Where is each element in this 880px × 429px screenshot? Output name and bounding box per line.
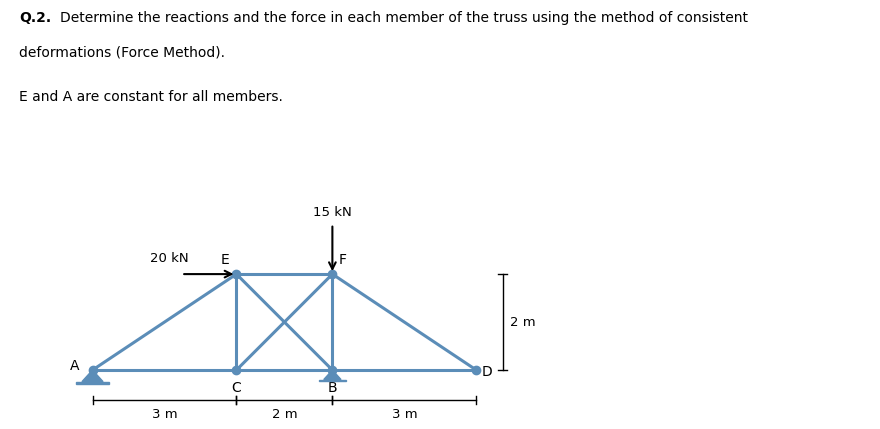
Text: A: A [70,359,79,373]
Text: B: B [327,381,337,395]
Text: D: D [482,366,493,379]
Text: 20 kN: 20 kN [150,252,188,266]
Text: deformations (Force Method).: deformations (Force Method). [19,45,225,59]
Text: 3 m: 3 m [392,408,417,421]
Polygon shape [324,370,341,380]
Polygon shape [319,380,346,381]
Text: 2 m: 2 m [510,316,536,329]
Text: F: F [338,253,346,267]
Text: 3 m: 3 m [151,408,177,421]
Polygon shape [82,370,103,382]
Text: 2 m: 2 m [272,408,297,421]
Text: Q.2.: Q.2. [19,11,52,25]
Text: E and A are constant for all members.: E and A are constant for all members. [19,90,283,104]
Text: E: E [221,253,230,267]
Polygon shape [76,382,109,384]
Text: Determine the reactions and the force in each member of the truss using the meth: Determine the reactions and the force in… [60,11,748,25]
Text: 15 kN: 15 kN [313,206,352,219]
Text: C: C [231,381,241,395]
